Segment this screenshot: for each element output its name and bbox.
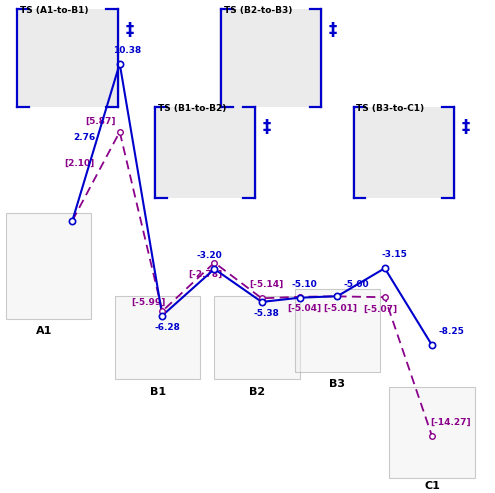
Text: ‡: ‡: [329, 21, 337, 39]
Text: [-14.27]: [-14.27]: [431, 418, 471, 427]
Text: [-5.14]: [-5.14]: [249, 280, 284, 289]
Text: [2.10]: [2.10]: [64, 159, 95, 168]
Bar: [351, 107, 456, 198]
Text: [-5.99]: [-5.99]: [131, 298, 165, 307]
Text: [-5.04]: [-5.04]: [287, 304, 321, 314]
Text: TS (B1-to-B2): TS (B1-to-B2): [157, 104, 226, 113]
Text: 10.38: 10.38: [113, 46, 141, 55]
Text: C1: C1: [424, 481, 440, 491]
Text: TS (B2-to-B3): TS (B2-to-B3): [224, 6, 292, 15]
Text: [-5.01]: [-5.01]: [323, 304, 357, 313]
Text: B3: B3: [330, 379, 346, 389]
Text: TS (B3-to-C1): TS (B3-to-C1): [356, 104, 425, 113]
Bar: [295, 288, 380, 372]
Bar: [153, 107, 257, 198]
Bar: [115, 296, 200, 379]
Bar: [15, 9, 120, 107]
Bar: [390, 387, 475, 478]
Bar: [214, 296, 299, 379]
Text: B2: B2: [249, 387, 265, 397]
Text: TS (A1-to-B1): TS (A1-to-B1): [20, 6, 89, 15]
Text: -5.10: -5.10: [292, 280, 317, 288]
Text: [5.87]: [5.87]: [86, 117, 116, 126]
Text: ‡: ‡: [263, 118, 271, 136]
Text: 2.76: 2.76: [73, 133, 96, 142]
Text: A1: A1: [36, 326, 52, 336]
Text: ‡: ‡: [125, 21, 134, 39]
Text: -6.28: -6.28: [154, 323, 180, 332]
Text: -5.00: -5.00: [344, 280, 369, 288]
Text: -3.15: -3.15: [381, 250, 407, 259]
Text: B1: B1: [149, 387, 166, 397]
Text: -8.25: -8.25: [438, 327, 464, 336]
Text: ‡: ‡: [461, 118, 470, 136]
Text: [-2.78]: [-2.78]: [188, 270, 222, 279]
Bar: [6, 213, 91, 319]
Bar: [219, 9, 323, 107]
Text: [-5.07]: [-5.07]: [363, 305, 397, 314]
Text: -5.38: -5.38: [253, 310, 279, 318]
Text: -3.20: -3.20: [197, 251, 223, 260]
